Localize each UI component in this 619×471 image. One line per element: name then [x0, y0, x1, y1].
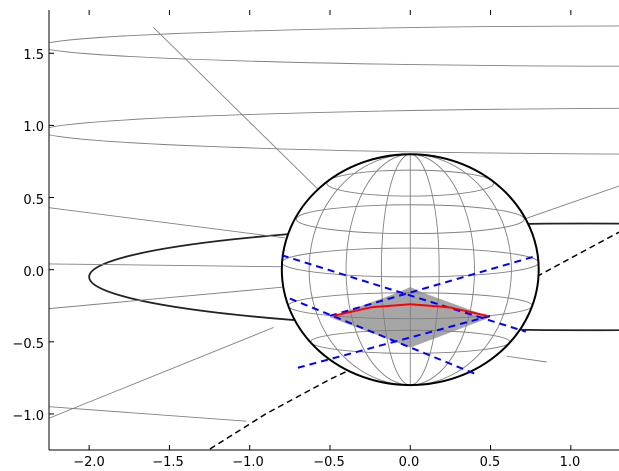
blue-dashed-line — [281, 254, 527, 333]
construction-line — [49, 263, 287, 268]
blue-dashed-line — [289, 297, 475, 375]
plot-area — [49, 25, 619, 450]
red-arc — [332, 303, 488, 317]
x-tick-label: 1.0 — [560, 455, 581, 470]
x-tick-label: −0.5 — [313, 455, 345, 470]
orbit-ellipse — [88, 222, 619, 332]
x-tick-label: 0.0 — [399, 455, 420, 470]
tick-labels: −2.0 −1.5 −1.0 −0.5 0.0 0.5 1.0 1.5 1.0 … — [12, 48, 580, 470]
x-tick-label: −2.0 — [73, 455, 105, 470]
blue-dashed-line — [297, 314, 491, 369]
construction-line — [153, 26, 323, 194]
blue-dashed-line — [329, 254, 539, 317]
tick-marks — [48, 10, 619, 451]
construction-line — [49, 406, 247, 422]
y-tick-label: 1.5 — [23, 48, 44, 63]
x-tick-label: −1.0 — [232, 455, 264, 470]
sphere-outline — [280, 153, 540, 387]
x-tick-label: −1.5 — [152, 455, 184, 470]
construction-line — [49, 286, 286, 310]
y-tick-label: 1.0 — [23, 120, 44, 135]
y-tick-label: 0.0 — [23, 265, 44, 280]
y-tick-label: −1.0 — [12, 409, 44, 424]
x-tick-label: 0.5 — [480, 455, 501, 470]
construction-line — [506, 355, 547, 363]
y-tick-label: −0.5 — [12, 337, 44, 352]
construction-line — [49, 207, 286, 239]
y-tick-label: 0.5 — [23, 193, 44, 208]
construction-line — [49, 326, 274, 419]
